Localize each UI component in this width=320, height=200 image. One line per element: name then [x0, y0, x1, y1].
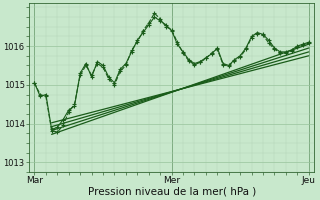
X-axis label: Pression niveau de la mer( hPa ): Pression niveau de la mer( hPa )	[87, 187, 256, 197]
